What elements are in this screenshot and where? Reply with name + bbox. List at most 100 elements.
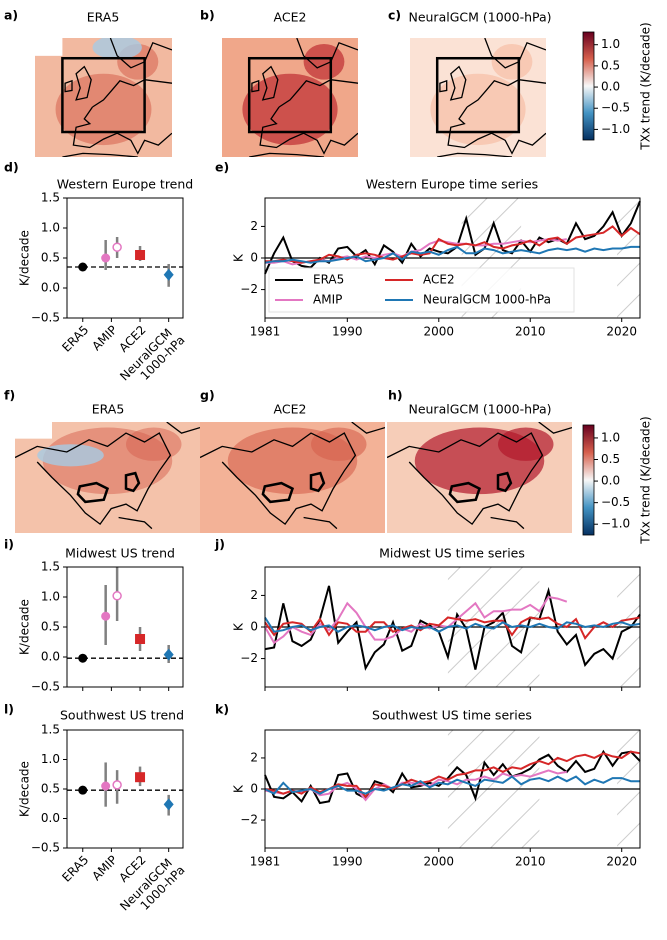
y-tick-label: −0.5 <box>31 841 60 855</box>
panel-title: Western Europe time series <box>366 177 538 192</box>
map-warm-area <box>498 427 554 461</box>
coastline <box>538 422 572 434</box>
region-outline <box>124 471 141 493</box>
plot-frame <box>264 566 641 688</box>
panel-title: NeuralGCM (1000-hPa) <box>408 10 551 25</box>
marker <box>112 780 122 790</box>
y-tick-label: −2 <box>240 282 258 296</box>
colorbar-tick-label: 0.5 <box>601 452 620 466</box>
x-tick-label: 2020 <box>606 325 637 339</box>
x-tick-label: AMIP <box>89 853 120 884</box>
series-line <box>265 225 641 264</box>
coastline <box>166 422 200 434</box>
colorbar-label: TXx trend (K/decade) <box>639 22 653 151</box>
coastline <box>200 432 357 526</box>
y-tick-label: 0.0 <box>41 811 60 825</box>
y-tick-label: 0 <box>250 782 258 796</box>
x-tick-label: AMIP <box>89 323 120 354</box>
map-warm-area <box>311 427 367 461</box>
marker <box>112 242 122 252</box>
panel-label: k) <box>215 702 229 717</box>
coastline <box>64 79 73 93</box>
region-box <box>247 56 333 134</box>
panel-label: h) <box>388 388 403 403</box>
panel-title: ACE2 <box>274 402 307 417</box>
legend-label: NeuralGCM 1000-hPa <box>423 293 551 307</box>
map <box>410 38 546 157</box>
panel-label: d) <box>4 160 19 175</box>
panel-label: g) <box>200 388 215 403</box>
coastline <box>447 106 546 155</box>
y-tick-label: 0.5 <box>41 620 60 634</box>
x-tick-label: 1990 <box>332 325 363 339</box>
marker <box>78 262 88 272</box>
region-box <box>435 56 521 134</box>
coastline <box>15 432 172 526</box>
y-tick-label: 1.5 <box>41 723 60 737</box>
coastline <box>251 79 260 93</box>
y-tick-label: 2 <box>250 750 258 764</box>
legend-label: AMIP <box>313 293 342 307</box>
x-tick-label: 2000 <box>424 855 455 869</box>
legend-label: ERA5 <box>313 273 344 287</box>
series-line <box>264 245 640 264</box>
region-outline <box>76 481 110 504</box>
plot-frame <box>66 197 184 319</box>
x-tick-label: 2000 <box>424 325 455 339</box>
y-tick-label: −0.5 <box>31 311 60 325</box>
colorbar-tick-label: −1.0 <box>601 122 630 136</box>
y-axis-label: K/decade <box>18 761 32 817</box>
y-tick-label: 0.5 <box>41 782 60 796</box>
colorbar <box>582 424 595 536</box>
series-line <box>264 775 640 795</box>
y-tick-label: 1.5 <box>41 560 60 574</box>
plot-frame <box>264 197 641 319</box>
coastline <box>249 152 325 157</box>
marker <box>135 772 146 783</box>
marker <box>163 268 174 281</box>
marker <box>163 798 174 811</box>
marker <box>101 253 111 263</box>
panel-title: ACE2 <box>274 10 307 25</box>
panel-label: l) <box>4 702 14 717</box>
y-tick-label: 0 <box>250 620 258 634</box>
panel-title: Western Europe trend <box>57 177 193 192</box>
y-tick-label: 2 <box>250 219 258 233</box>
region-box <box>61 56 146 134</box>
panel-label: j) <box>214 537 225 552</box>
panel-label: c) <box>388 8 401 23</box>
colorbar <box>582 31 595 141</box>
map <box>35 38 172 157</box>
colorbar-tick-label: −1.0 <box>601 517 630 531</box>
map <box>15 422 200 533</box>
colorbar-tick-label: 0.5 <box>601 58 620 72</box>
region-outline <box>496 471 513 493</box>
marker <box>101 611 111 621</box>
marker <box>163 648 174 661</box>
marker <box>101 781 111 791</box>
region-outline <box>309 471 326 493</box>
series-line <box>264 200 641 275</box>
plot-frame <box>66 729 184 849</box>
x-tick-label: 1990 <box>332 855 363 869</box>
y-tick-label: 0.5 <box>41 251 60 265</box>
coastline <box>109 38 172 69</box>
region-outline <box>261 481 295 504</box>
x-tick-label: 2010 <box>515 855 546 869</box>
y-axis-label: K <box>232 622 246 631</box>
y-tick-label: −2 <box>240 651 258 665</box>
y-tick-label: 2 <box>250 588 258 602</box>
panel-title: Southwest US trend <box>60 708 184 723</box>
panel-label: e) <box>215 160 229 175</box>
y-tick-label: 0.0 <box>41 281 60 295</box>
y-tick-label: 0 <box>250 251 258 265</box>
legend: ERA5 AMIP ACE2 NeuralGCM 1000-hPa <box>268 267 575 313</box>
map-cool-area <box>37 444 104 467</box>
coastline <box>387 432 544 526</box>
map <box>200 422 385 533</box>
panel-title: ERA5 <box>87 10 120 25</box>
map-empty <box>15 422 52 439</box>
y-tick-label: 1.0 <box>41 590 60 604</box>
colorbar-tick-label: 0.0 <box>601 474 620 488</box>
